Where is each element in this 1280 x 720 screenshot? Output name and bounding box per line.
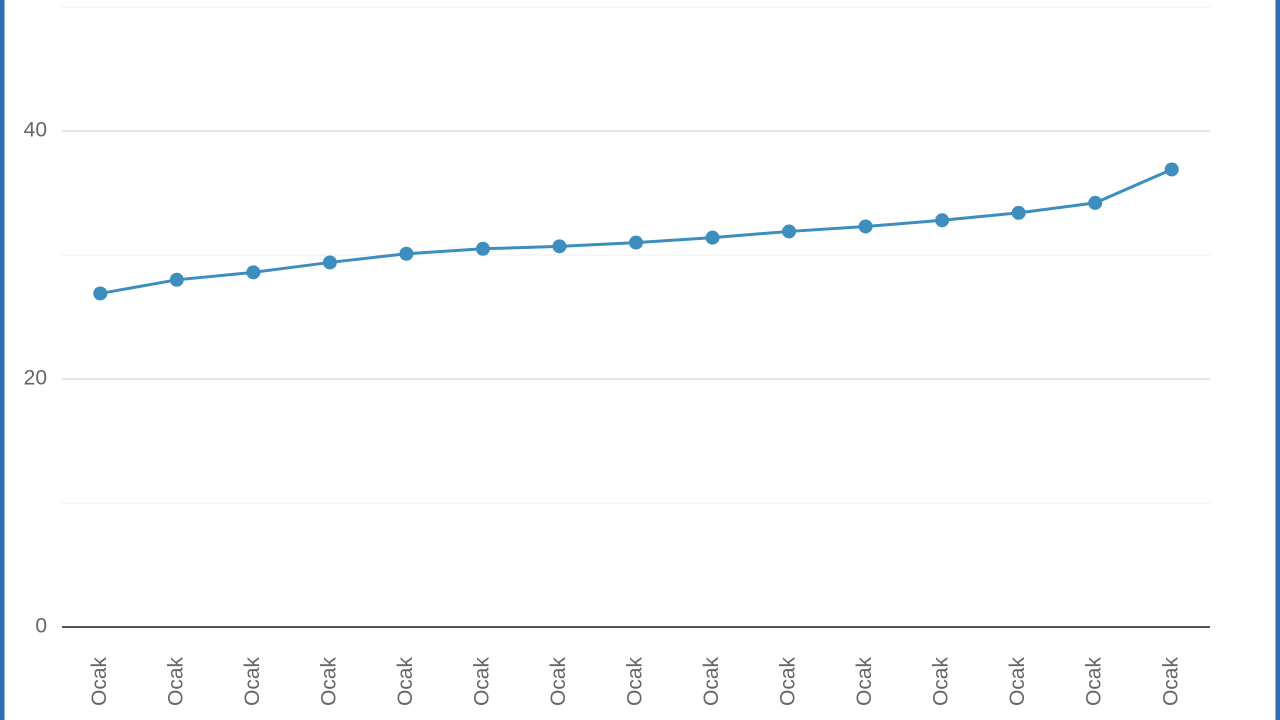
point — [246, 265, 261, 280]
x-tick-label: Ocak — [1159, 657, 1182, 707]
x-tick-label: Ocak — [317, 657, 340, 707]
y-tick-label: 20 — [24, 367, 47, 390]
y-tick-label: 0 — [35, 615, 47, 638]
x-tick-label: Ocak — [624, 657, 647, 707]
x-tick-label: Ocak — [241, 657, 264, 707]
point — [169, 272, 184, 287]
point — [629, 235, 643, 250]
x-tick-label: Ocak — [777, 657, 800, 707]
point — [1011, 205, 1026, 220]
x-tick-label: Ocak — [700, 657, 723, 707]
point — [399, 246, 414, 261]
x-tick-label: Ocak — [1083, 657, 1106, 707]
point — [1164, 162, 1179, 177]
point — [322, 255, 337, 270]
x-tick-label: Ocak — [394, 657, 417, 707]
point — [93, 286, 108, 301]
x-tick-label: Ocak — [164, 657, 187, 707]
point — [858, 219, 873, 234]
x-tick-label: Ocak — [470, 657, 493, 707]
point — [705, 230, 720, 245]
x-tick-label: Ocak — [547, 657, 570, 707]
point — [475, 241, 490, 256]
line — [100, 168, 1173, 295]
y-tick-label: 40 — [24, 119, 47, 142]
point — [935, 213, 950, 228]
x-tick-label: Ocak — [930, 657, 953, 707]
x-tick-label: Ocak — [88, 657, 111, 707]
x-tick-label: Ocak — [853, 657, 876, 707]
point — [1088, 195, 1103, 210]
point — [782, 224, 797, 239]
point — [552, 239, 567, 254]
x-tick-label: Ocak — [1006, 657, 1029, 707]
